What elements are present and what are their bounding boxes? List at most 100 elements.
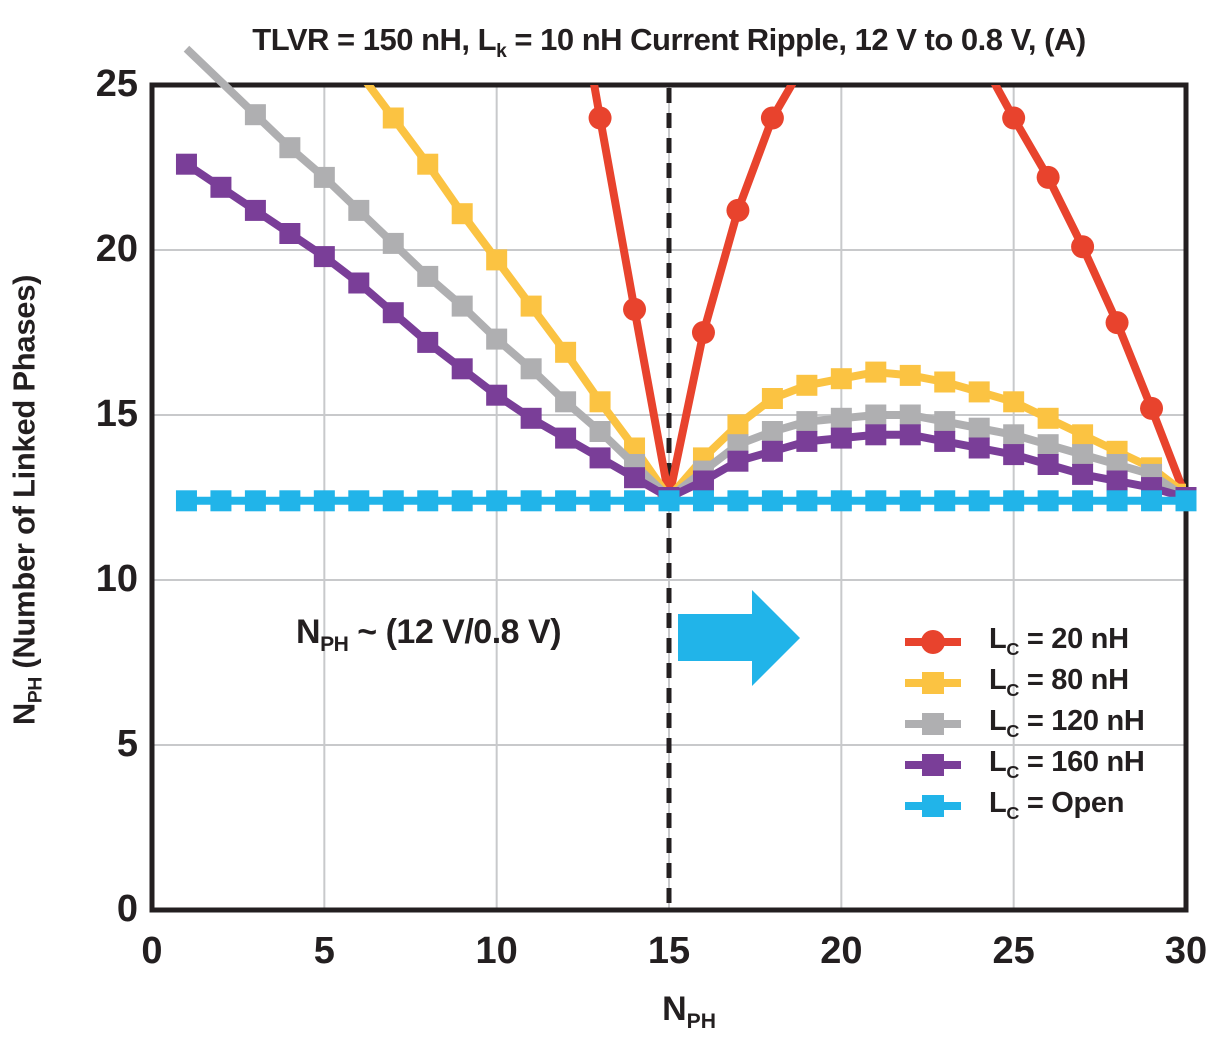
series-lc-120-nh	[183, 45, 1197, 508]
data-point-marker	[555, 391, 577, 413]
data-point-marker	[210, 176, 232, 198]
legend-item-lc-open: LC = Open	[903, 785, 1145, 826]
data-point-marker	[210, 490, 232, 512]
data-point-marker	[865, 404, 887, 426]
data-point-marker	[1037, 490, 1059, 512]
chart-title-text-post: = 10 nH Current Ripple, 12 V to 0.8 V, (…	[506, 22, 1086, 57]
data-point-marker	[1003, 490, 1025, 512]
y-axis-title: NPH (Number of Linked Phases)	[6, 274, 47, 726]
data-point-marker	[796, 411, 818, 433]
legend-label: LC = 160 nH	[989, 746, 1145, 782]
legend-label: LC = Open	[989, 787, 1125, 823]
data-point-marker	[899, 364, 921, 386]
data-point-marker	[382, 490, 404, 512]
x-tick-label-15: 15	[647, 930, 691, 972]
x-tick-label-25: 25	[992, 930, 1035, 972]
data-point-marker	[1106, 470, 1128, 492]
data-point-marker	[899, 424, 921, 446]
data-point-marker	[451, 490, 473, 512]
data-point-marker	[417, 265, 439, 287]
data-point-marker	[589, 391, 611, 413]
data-point-marker	[451, 203, 473, 225]
data-point-marker	[1037, 407, 1059, 429]
legend-item-lc-80-nh: LC = 80 nH	[903, 662, 1145, 703]
data-point-marker	[934, 371, 956, 393]
data-point-marker	[1072, 444, 1094, 466]
x-tick-label-20: 20	[820, 930, 863, 972]
data-point-marker	[175, 490, 197, 512]
data-point-marker	[968, 381, 990, 403]
data-point-marker	[624, 467, 646, 489]
data-point-marker	[934, 411, 956, 433]
data-point-marker	[865, 361, 887, 383]
data-point-marker	[1036, 165, 1060, 189]
data-point-marker	[865, 490, 887, 512]
data-point-marker	[1105, 311, 1129, 335]
data-point-marker	[589, 490, 611, 512]
legend: LC = 20 nH LC = 80 nH LC = 120 nH LC = 160 …	[903, 621, 1145, 826]
legend-label: LC = 80 nH	[989, 664, 1129, 700]
data-point-marker	[451, 358, 473, 380]
data-point-marker	[417, 153, 439, 175]
legend-label: LC = 120 nH	[989, 705, 1145, 741]
data-point-marker	[1037, 434, 1059, 456]
x-tick-label-30: 30	[1164, 930, 1208, 972]
data-point-marker	[1072, 424, 1094, 446]
data-point-marker	[1003, 424, 1025, 446]
data-point-marker	[555, 427, 577, 449]
annotation-nph-ratio: NPH ~ (12 V/0.8 V)	[296, 613, 562, 656]
data-point-marker	[1140, 396, 1164, 420]
data-point-marker	[865, 424, 887, 446]
data-point-marker	[1072, 463, 1094, 485]
data-point-marker	[279, 223, 301, 244]
data-point-marker	[348, 490, 370, 512]
data-point-marker	[486, 490, 508, 512]
data-point-marker	[761, 490, 783, 512]
data-point-marker	[1141, 490, 1163, 512]
data-point-marker	[727, 490, 749, 512]
data-point-marker	[899, 404, 921, 426]
y-tick-label-10: 10	[95, 558, 138, 601]
data-point-marker	[726, 198, 750, 222]
data-point-marker	[1106, 490, 1128, 512]
legend-item-lc-20-nh: LC = 20 nH	[903, 621, 1145, 662]
data-point-marker	[727, 434, 749, 456]
x-tick-label-10: 10	[475, 930, 518, 972]
legend-item-lc-120-nh: LC = 120 nH	[903, 703, 1145, 744]
data-point-marker	[761, 388, 783, 409]
data-point-marker	[417, 331, 439, 353]
legend-square-marker-icon	[905, 712, 961, 735]
data-point-marker	[796, 490, 818, 512]
legend-circle-marker-icon	[905, 629, 961, 654]
legend-square-marker-icon	[905, 794, 961, 817]
chart-title-text: TLVR = 150 nH, L	[252, 22, 497, 57]
legend-square-marker-icon	[905, 671, 961, 694]
data-point-marker	[830, 427, 852, 449]
data-point-marker	[486, 384, 508, 406]
data-point-marker	[933, 1, 956, 24]
data-point-marker	[1175, 490, 1197, 512]
data-point-marker	[244, 199, 266, 221]
data-point-marker	[244, 104, 266, 126]
data-point-marker	[313, 166, 335, 188]
data-point-marker	[1106, 454, 1128, 475]
data-point-marker	[830, 407, 852, 429]
data-point-marker	[382, 302, 404, 324]
chart-title: TLVR = 150 nH, Lk = 10 nH Current Ripple…	[152, 22, 1186, 63]
data-point-marker	[382, 107, 404, 129]
data-point-marker	[1002, 106, 1026, 130]
data-point-marker	[279, 490, 301, 512]
chart-title-subscript: k	[496, 41, 507, 63]
data-point-marker	[1072, 490, 1094, 512]
y-tick-label-5: 5	[116, 723, 138, 766]
right-arrow-icon	[678, 590, 800, 686]
data-point-marker	[1003, 391, 1025, 413]
data-point-marker	[761, 421, 783, 442]
data-point-marker	[830, 0, 853, 17]
data-point-marker	[348, 199, 370, 221]
data-point-marker	[589, 421, 611, 442]
x-tick-label-5: 5	[313, 930, 335, 972]
data-point-marker	[520, 407, 542, 429]
series-lc-160-nh	[175, 153, 1197, 508]
data-point-marker	[692, 490, 714, 512]
